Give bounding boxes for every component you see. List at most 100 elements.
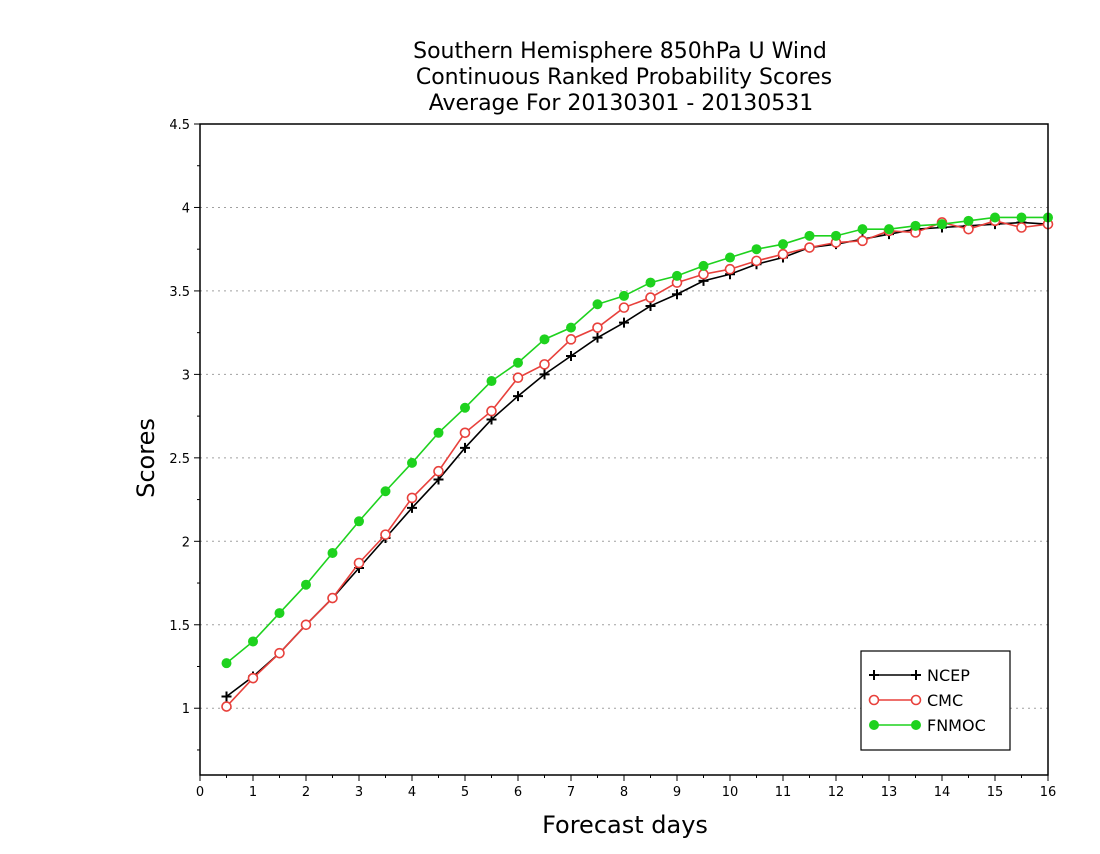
data-point-ncep xyxy=(566,351,576,362)
chart-title: Southern Hemisphere 850hPa U Wind Contin… xyxy=(413,39,832,116)
x-tick-label: 3 xyxy=(355,785,363,800)
x-tick-label: 2 xyxy=(302,785,310,800)
data-point-fnmoc xyxy=(645,277,656,288)
data-point-fnmoc xyxy=(566,322,576,333)
data-point-cmc xyxy=(539,359,550,370)
x-tick-label: 9 xyxy=(673,785,681,800)
x-tick-label: 1 xyxy=(249,785,257,800)
chart-title-line-1: Southern Hemisphere 850hPa U Wind xyxy=(413,39,827,64)
data-point-fnmoc xyxy=(778,239,788,250)
series-line-ncep xyxy=(226,221,1049,698)
x-tick-label: 7 xyxy=(567,785,575,800)
data-point-fnmoc xyxy=(672,270,682,281)
y-tick-label: 4.5 xyxy=(169,118,190,133)
data-point-fnmoc xyxy=(619,290,629,301)
data-point-fnmoc xyxy=(884,224,894,235)
x-tick-label: 4 xyxy=(408,785,416,800)
x-tick-label: 13 xyxy=(881,785,898,800)
data-point-cmc xyxy=(1016,222,1027,233)
data-point-cmc xyxy=(777,248,789,260)
legend: NCEP CMC FNMOC xyxy=(860,650,1011,751)
x-tick-label: 16 xyxy=(1040,785,1057,800)
data-point-fnmoc xyxy=(804,230,815,241)
data-point-cmc xyxy=(221,701,232,712)
series-line-cmc xyxy=(225,219,1049,708)
data-point-cmc xyxy=(459,427,471,439)
y-tick-label: 2 xyxy=(182,535,190,550)
y-tick-label: 3 xyxy=(182,368,190,383)
legend-item-cmc: CMC xyxy=(868,691,963,710)
x-tick-label: 6 xyxy=(514,785,522,800)
data-point-fnmoc xyxy=(274,608,285,619)
legend-marker-fnmoc xyxy=(869,720,879,730)
data-point-cmc xyxy=(592,322,603,333)
legend-label-cmc: CMC xyxy=(927,691,963,710)
x-tick-label: 10 xyxy=(722,785,739,800)
data-point-fnmoc xyxy=(354,516,364,527)
x-tick-label: 5 xyxy=(461,785,469,800)
legend-marker-cmc xyxy=(910,694,922,706)
x-axis-title: Forecast days xyxy=(542,811,708,839)
chart-title-line-2: Continuous Ranked Probability Scores xyxy=(416,65,832,90)
series-lines xyxy=(221,212,1054,712)
x-tick-label: 8 xyxy=(620,785,628,800)
data-point-fnmoc xyxy=(460,402,470,413)
x-tick-label: 14 xyxy=(934,785,951,800)
y-axis-title: Scores xyxy=(132,418,160,498)
data-point-cmc xyxy=(857,235,868,247)
legend-item-fnmoc: FNMOC xyxy=(869,716,986,735)
x-axis: 0 1 2 3 4 5 6 7 8 9 10 11 12 13 14 15 16 xyxy=(196,775,1056,800)
data-point-ncep xyxy=(672,289,682,300)
data-point-cmc xyxy=(724,263,736,275)
data-point-fnmoc xyxy=(592,299,603,310)
data-point-fnmoc xyxy=(486,376,497,387)
data-point-cmc xyxy=(963,223,974,235)
x-tick-label: 0 xyxy=(196,785,204,800)
data-point-cmc xyxy=(274,647,285,659)
data-point-cmc xyxy=(804,242,815,253)
data-point-ncep xyxy=(460,442,470,453)
chart-title-line-3: Average For 20130301 - 20130531 xyxy=(429,91,814,116)
data-point-ncep xyxy=(619,317,629,328)
data-point-cmc xyxy=(327,592,338,604)
data-point-ncep xyxy=(539,369,550,380)
data-point-fnmoc xyxy=(513,357,523,368)
data-point-cmc xyxy=(247,672,259,684)
data-point-ncep xyxy=(221,691,232,702)
legend-marker-cmc xyxy=(868,694,880,706)
data-point-fnmoc xyxy=(857,224,868,235)
data-point-cmc xyxy=(300,619,312,631)
data-point-fnmoc xyxy=(433,427,444,438)
y-tick-label: 3.5 xyxy=(169,285,190,300)
data-point-cmc xyxy=(406,492,418,504)
data-point-fnmoc xyxy=(248,636,258,647)
series-fnmoc xyxy=(221,212,1053,669)
data-point-fnmoc xyxy=(407,457,417,468)
data-point-fnmoc xyxy=(221,658,232,669)
x-tick-label: 11 xyxy=(775,785,792,800)
data-point-fnmoc xyxy=(301,579,311,590)
data-point-cmc xyxy=(512,372,524,384)
data-point-fnmoc xyxy=(910,220,921,231)
data-point-fnmoc xyxy=(380,486,391,497)
data-point-fnmoc xyxy=(327,547,338,558)
data-point-fnmoc xyxy=(539,334,550,345)
legend-marker-fnmoc xyxy=(911,720,921,730)
data-point-fnmoc xyxy=(725,252,735,263)
data-point-fnmoc xyxy=(990,212,1000,223)
data-point-cmc xyxy=(751,255,762,267)
data-point-fnmoc xyxy=(937,219,947,230)
series-line-fnmoc xyxy=(225,216,1048,664)
y-tick-label: 2.5 xyxy=(169,452,190,467)
x-tick-label: 15 xyxy=(987,785,1004,800)
legend-item-ncep: NCEP xyxy=(869,666,970,685)
legend-label-fnmoc: FNMOC xyxy=(927,716,986,735)
data-point-ncep xyxy=(407,502,417,513)
data-point-ncep xyxy=(592,332,603,343)
data-point-fnmoc xyxy=(698,260,709,271)
data-point-cmc xyxy=(353,557,365,569)
legend-marker-ncep xyxy=(911,670,921,680)
data-point-cmc xyxy=(486,405,497,417)
x-tick-label: 12 xyxy=(828,785,845,800)
